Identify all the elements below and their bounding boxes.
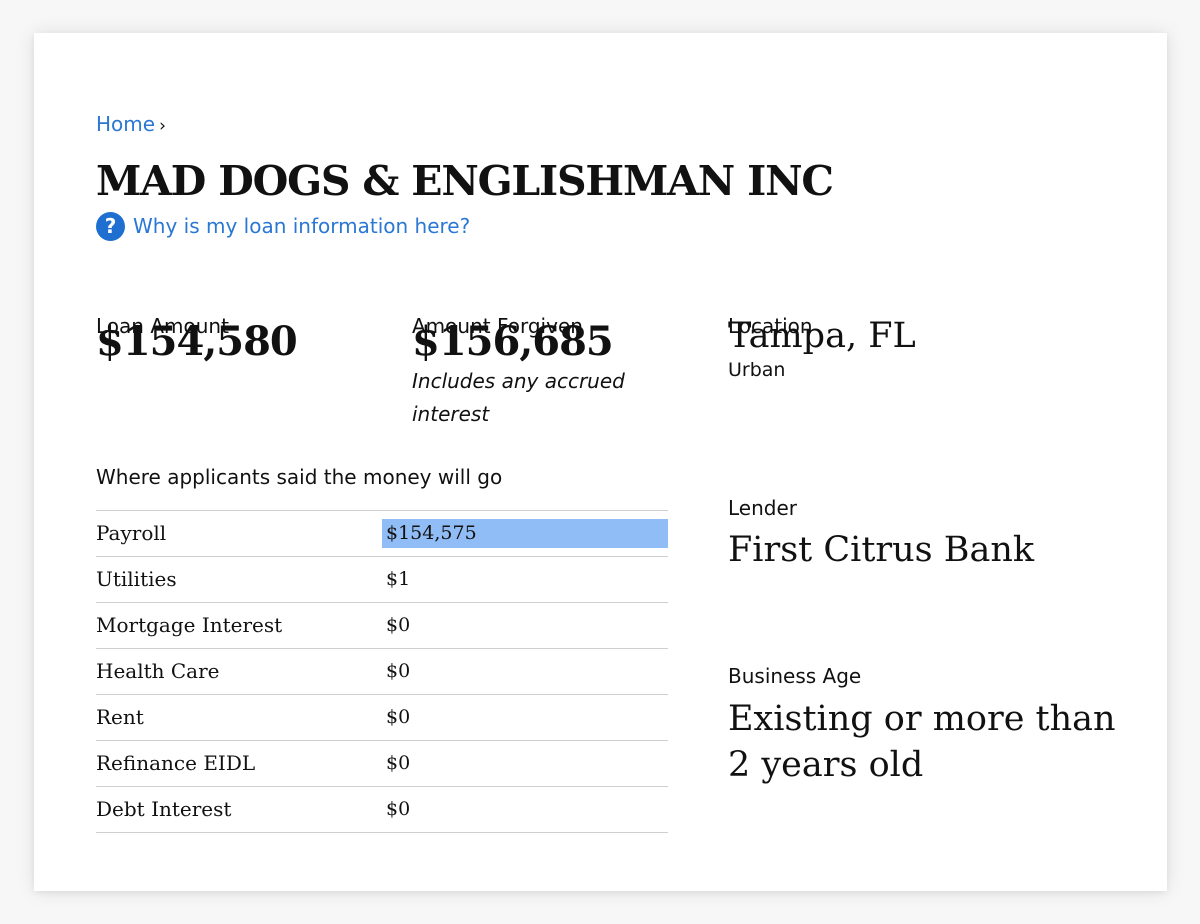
allocation-bar bbox=[382, 519, 668, 548]
amount-forgiven-label: Amount Forgiven bbox=[412, 314, 583, 338]
allocation-table: Payroll $154,575 Utilities $1 Mortgage Inter… bbox=[96, 510, 668, 833]
table-row: Rent $0 bbox=[96, 695, 668, 741]
allocation-category: Health Care bbox=[96, 659, 220, 683]
allocation-amount: $1 bbox=[386, 568, 411, 590]
question-circle-icon[interactable]: ? bbox=[96, 211, 125, 241]
page-title: MAD DOGS & ENGLISHMAN INC bbox=[96, 157, 834, 205]
loan-amount-label: Loan Amount bbox=[96, 314, 229, 338]
allocation-category: Mortgage Interest bbox=[96, 613, 283, 637]
allocation-amount: $0 bbox=[386, 798, 411, 820]
allocation-amount: $0 bbox=[386, 660, 411, 682]
business-age-value: Existing or more than 2 years old bbox=[728, 699, 1116, 785]
allocation-amount: $154,575 bbox=[386, 522, 477, 544]
business-age-label: Business Age bbox=[728, 664, 862, 688]
breadcrumb: Home › bbox=[96, 111, 166, 139]
table-row: Mortgage Interest $0 bbox=[96, 603, 668, 649]
allocation-amount: $0 bbox=[386, 706, 411, 728]
allocation-category: Refinance EIDL bbox=[96, 751, 256, 775]
location-type: Urban bbox=[728, 359, 786, 381]
help-link[interactable]: ? Why is my loan information here? bbox=[96, 211, 470, 241]
table-row: Utilities $1 bbox=[96, 557, 668, 603]
location-label: Location bbox=[728, 314, 813, 338]
allocation-category: Payroll bbox=[96, 521, 167, 545]
allocation-caption: Where applicants said the money will go bbox=[96, 465, 503, 489]
card-content: Home › MAD DOGS & ENGLISHMAN INC ? Why is… bbox=[96, 33, 1167, 891]
table-row: Health Care $0 bbox=[96, 649, 668, 695]
breadcrumb-separator: › bbox=[159, 116, 166, 136]
amount-forgiven-value: $156,685 bbox=[412, 318, 614, 365]
table-row: Refinance EIDL $0 bbox=[96, 741, 668, 787]
allocation-category: Debt Interest bbox=[96, 797, 232, 821]
loan-detail-card: Home › MAD DOGS & ENGLISHMAN INC ? Why is… bbox=[34, 33, 1167, 891]
loan-amount-value: $154,580 bbox=[96, 318, 298, 365]
table-row: Payroll $154,575 bbox=[96, 511, 668, 557]
allocation-category: Utilities bbox=[96, 567, 177, 591]
lender-value: First Citrus Bank bbox=[728, 530, 1035, 570]
lender-label: Lender bbox=[728, 496, 797, 520]
breadcrumb-home-link[interactable]: Home bbox=[96, 112, 156, 136]
allocation-amount: $0 bbox=[386, 614, 411, 636]
allocation-category: Rent bbox=[96, 705, 144, 729]
help-link-label[interactable]: Why is my loan information here? bbox=[133, 214, 471, 238]
amount-forgiven-note: Includes any accrued interest bbox=[412, 369, 625, 426]
allocation-amount: $0 bbox=[386, 752, 411, 774]
location-value: Tampa, FL bbox=[728, 316, 916, 356]
table-row: Debt Interest $0 bbox=[96, 787, 668, 833]
